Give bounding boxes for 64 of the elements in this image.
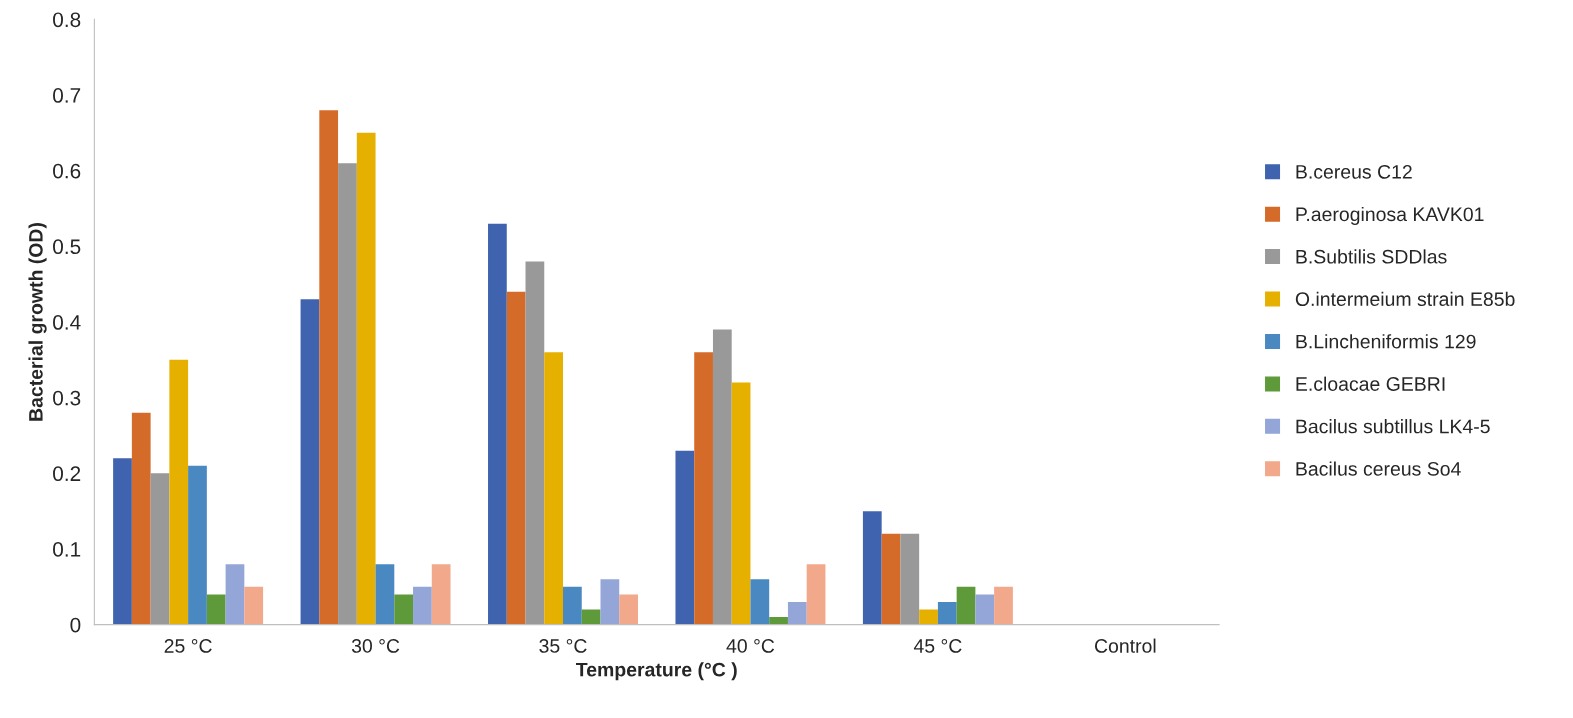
y-tick-label: 0.3 <box>53 390 81 406</box>
x-tick-label: 45 °C <box>913 639 962 653</box>
bar <box>937 601 957 625</box>
y-tick-label: 0.1 <box>53 542 81 557</box>
bar <box>600 579 620 625</box>
bar <box>506 291 526 625</box>
bar <box>862 511 882 625</box>
bar <box>525 261 545 625</box>
bar <box>225 564 245 625</box>
x-tick-label: 25 °C <box>164 639 212 653</box>
y-tick-label: 0.4 <box>53 315 81 330</box>
bar <box>694 352 713 625</box>
x-tick-label: 35 °C <box>539 639 587 653</box>
y-tick-label: 0.7 <box>53 88 81 103</box>
y-tick-label: 0.6 <box>53 163 81 179</box>
bar <box>394 594 414 625</box>
bar <box>319 110 339 625</box>
bar <box>413 586 432 625</box>
y-tick-label: 0.8 <box>53 12 81 28</box>
y-tick-label: 0 <box>70 617 81 633</box>
legend-label: P.aeroginosa KAVK01 <box>1296 206 1484 226</box>
bar <box>956 586 976 625</box>
bar <box>169 359 189 625</box>
bar <box>975 594 995 625</box>
y-axis-title: Bacterial growth (OD) <box>28 223 47 421</box>
legend-label: B.Lincheniformis 129 <box>1296 334 1476 349</box>
legend-label: Bacilus cereus So4 <box>1296 461 1461 476</box>
y-tick-label: 0.5 <box>53 239 81 255</box>
legend-label: O.intermeium strain E85b <box>1295 291 1515 307</box>
bar <box>338 163 357 625</box>
bar <box>919 609 938 625</box>
bar <box>881 533 901 625</box>
bar <box>712 329 732 625</box>
bar <box>375 564 395 625</box>
x-tick-label: 30 °C <box>351 639 400 653</box>
legend-label: E.cloacae GEBRI <box>1296 376 1445 391</box>
x-axis-title: Temperature (°C ) <box>575 662 737 681</box>
bar <box>994 586 1013 625</box>
bar <box>675 450 695 625</box>
bar <box>787 601 807 625</box>
bar <box>806 564 826 625</box>
bar <box>544 352 563 625</box>
bar <box>300 299 320 625</box>
bar <box>131 412 151 625</box>
bar <box>150 473 170 625</box>
x-tick-label: 40 °C <box>726 639 775 653</box>
bar <box>619 594 638 625</box>
legend-label: Bacilus subtillus LK4-5 <box>1296 419 1490 434</box>
bar <box>244 586 264 625</box>
bar <box>356 132 376 625</box>
bar <box>188 465 207 625</box>
bar <box>731 382 751 625</box>
y-tick-label: 0.2 <box>53 466 81 482</box>
bar <box>900 533 920 625</box>
bar <box>206 594 226 625</box>
bar <box>769 617 788 625</box>
bar <box>750 579 770 625</box>
legend-label: B.Subtilis SDDlas <box>1296 249 1447 264</box>
bar <box>488 223 507 625</box>
bar <box>431 564 451 625</box>
legend-label: B.cereus C12 <box>1296 164 1412 179</box>
x-tick-label: Control <box>1095 638 1156 653</box>
bar <box>563 586 582 625</box>
bar <box>113 458 132 625</box>
